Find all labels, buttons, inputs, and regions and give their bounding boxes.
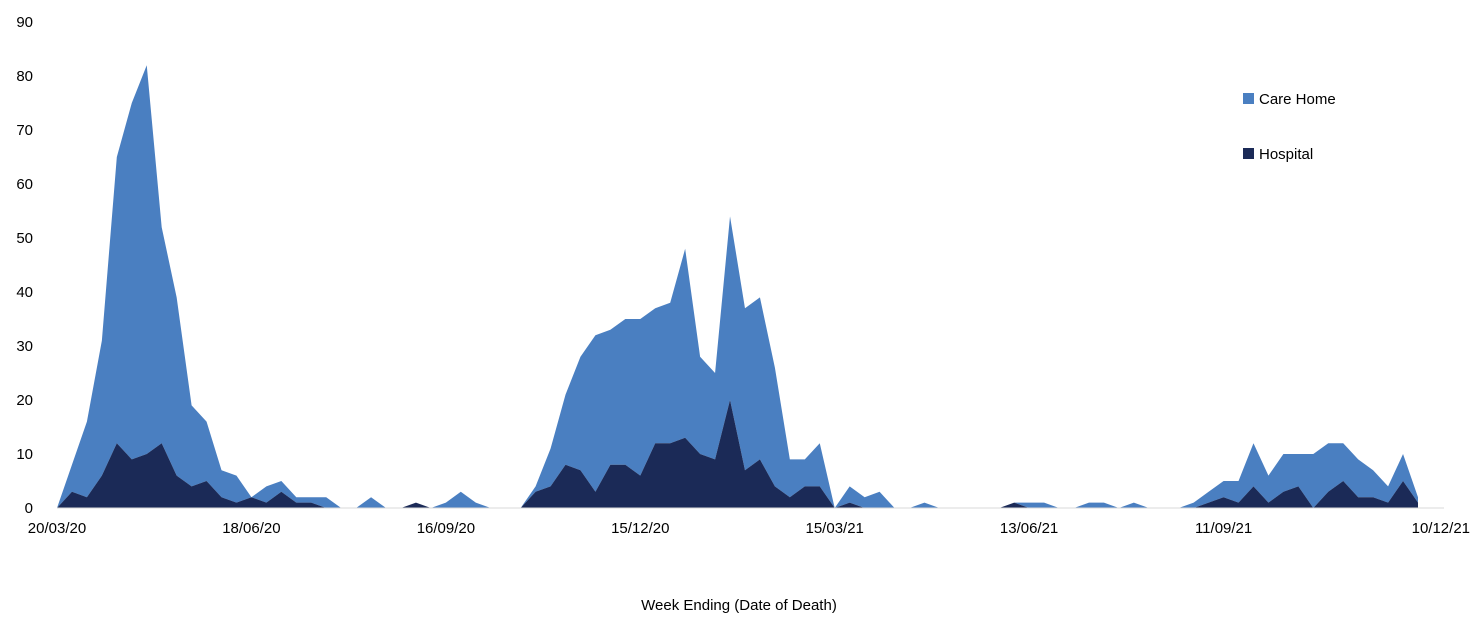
legend: Care Home Hospital — [1243, 91, 1336, 163]
legend-label-care-home: Care Home — [1259, 91, 1336, 108]
x-tick-label: 13/06/21 — [1000, 520, 1058, 537]
y-tick-label: 80 — [16, 68, 33, 85]
y-tick-label: 0 — [25, 500, 33, 517]
legend-swatch-hospital — [1243, 148, 1254, 159]
area-hospital — [57, 400, 1418, 508]
x-axis-title: Week Ending (Date of Death) — [641, 597, 837, 614]
legend-label-hospital: Hospital — [1259, 146, 1313, 163]
x-tick-label: 16/09/20 — [417, 520, 475, 537]
y-tick-label: 10 — [16, 446, 33, 463]
x-tick-label: 20/03/20 — [28, 520, 86, 537]
areas-layer — [57, 65, 1418, 508]
y-tick-label: 50 — [16, 230, 33, 247]
y-tick-label: 20 — [16, 392, 33, 409]
y-tick-label: 40 — [16, 284, 33, 301]
y-tick-label: 60 — [16, 176, 33, 193]
y-tick-label: 70 — [16, 122, 33, 139]
x-tick-label: 15/12/20 — [611, 520, 669, 537]
area-care-home — [57, 65, 1418, 508]
x-tick-label: 10/12/21 — [1412, 520, 1470, 537]
y-tick-label: 30 — [16, 338, 33, 355]
x-axis-ticks: 20/03/20 18/06/20 16/09/20 15/12/20 15/03/21… — [28, 520, 1470, 537]
x-tick-label: 11/09/21 — [1195, 520, 1252, 537]
x-tick-label: 15/03/21 — [806, 520, 864, 537]
legend-swatch-care-home — [1243, 93, 1254, 104]
x-tick-label: 18/06/20 — [222, 520, 280, 537]
y-axis-ticks: 0 10 20 30 40 50 60 70 80 90 — [16, 14, 33, 517]
y-tick-label: 90 — [16, 14, 33, 31]
